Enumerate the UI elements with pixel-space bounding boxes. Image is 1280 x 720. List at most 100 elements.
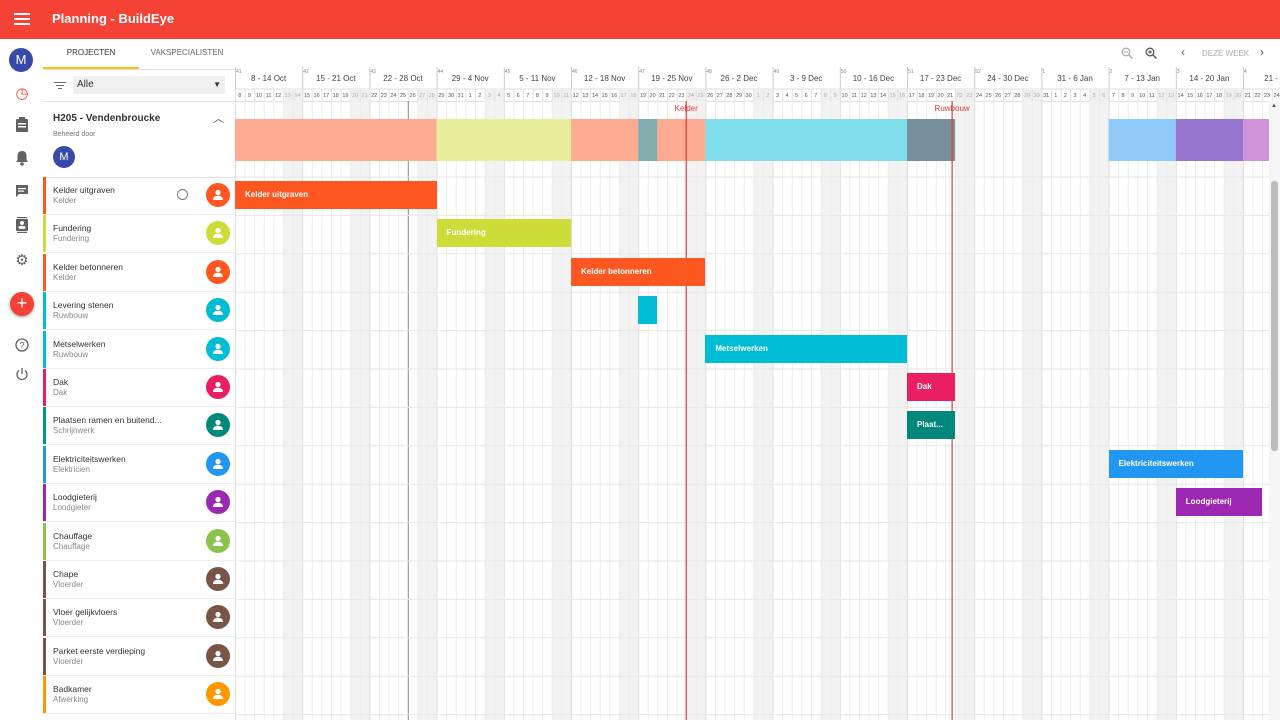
gantt-bar[interactable]: Kelder betonneren [571,257,706,286]
project-avatar[interactable]: M [53,146,75,168]
day-number: 25 [400,93,406,99]
zoom-out-icon[interactable] [1121,47,1134,62]
day-number: 27 [419,93,425,99]
add-button[interactable]: + [10,292,34,316]
assignee-avatar[interactable] [206,259,230,284]
day-number: 20 [938,93,944,99]
assignee-avatar[interactable] [206,298,230,323]
gantt-bar[interactable]: Loodgieterij [1175,488,1263,517]
filter-icon[interactable] [54,80,66,90]
task-category: Schrijnwerk [53,426,95,436]
phase-block [1243,119,1269,161]
gantt-bar[interactable] [638,296,658,325]
task-category: Vloerder [53,580,84,589]
task-row[interactable]: Loodgieterij Loodgieter [43,484,235,523]
day-number: 25 [698,93,704,99]
day-number: 29 [736,93,742,99]
day-number: 19 [1226,93,1232,99]
assignee-avatar[interactable] [206,682,230,707]
week-number: 42 [303,69,309,75]
contacts-icon[interactable] [11,217,33,239]
task-row[interactable]: Elektriciteitswerken Elektricien [43,445,235,484]
task-row[interactable]: Chauffage Chauffage [43,522,235,561]
chat-icon[interactable] [11,183,33,205]
task-name: Chape [53,569,79,579]
task-name: Vloer gelijkvloers [53,607,118,618]
zoom-in-icon[interactable] [1145,47,1158,62]
assignee-avatar[interactable] [206,336,230,361]
assignee-avatar[interactable] [206,643,230,668]
task-category: Vloerder [53,656,84,666]
task-category: Chauffage [53,541,90,551]
vertical-scrollbar[interactable]: ▲ [1269,101,1280,720]
user-avatar[interactable]: M [9,48,33,72]
day-number: 9 [545,93,548,99]
task-row[interactable]: Fundering Fundering [43,215,235,254]
assignee-avatar[interactable] [206,528,230,553]
task-category: Dak [53,388,68,397]
task-row[interactable]: Kelder betonneren Kelder [43,253,235,292]
chevron-right-icon[interactable]: › [1260,45,1264,59]
bell-icon[interactable] [11,150,33,172]
scroll-thumb[interactable] [1271,181,1278,451]
gantt-bar[interactable]: Kelder uitgraven [235,181,437,209]
svg-text:?: ? [19,341,24,351]
gantt-bar[interactable]: Dak [907,373,955,401]
week-label: 19 - 25 Nov [651,74,692,83]
week-label: 15 - 21 Oct [316,74,356,83]
assignee-avatar[interactable] [206,490,230,515]
task-color-bar [43,407,46,445]
day-number: 5 [795,93,798,99]
assignee-avatar[interactable] [206,183,230,207]
assignee-avatar[interactable] [206,221,230,246]
menu-icon[interactable] [14,10,30,28]
day-number: 26 [995,93,1001,99]
task-row[interactable]: Badkamer Afwerking [43,676,235,715]
gantt-bar[interactable]: Fundering [436,219,571,248]
tab-vakspecialisten[interactable]: VAKSPECIALISTEN [150,48,224,57]
task-row[interactable]: Levering stenen Ruwbouw [43,292,235,331]
tab-projecten[interactable]: PROJECTEN [43,39,139,69]
day-number: 28 [429,93,435,99]
task-row[interactable]: Chape Vloerder [43,561,235,599]
gantt-bar[interactable]: Metselwerken [705,334,907,363]
day-number: 8 [536,93,539,99]
task-row[interactable]: Vloer gelijkvloers Vloerder [43,599,235,638]
week-number: 1 [1042,69,1045,75]
assignee-avatar[interactable] [206,567,230,591]
today-button[interactable]: DEZE WEEK [1202,49,1250,58]
day-number: 28 [726,93,732,99]
task-row[interactable]: Dak Dak [43,369,235,407]
week-label: 14 - 20 Jan [1189,74,1229,83]
scroll-up-icon[interactable]: ▲ [1271,103,1277,109]
chevron-left-icon[interactable]: ‹ [1181,45,1185,59]
clipboard-icon[interactable] [11,117,33,139]
task-row[interactable]: Metselwerken Ruwbouw [43,330,235,369]
day-number: 23 [381,93,387,99]
assignee-avatar[interactable] [206,413,230,438]
clock-icon[interactable]: ◷ [15,85,29,102]
progress-icon[interactable] [177,189,188,200]
week-number: 4 [1244,69,1247,75]
task-category: Vloerder [53,618,84,628]
task-name: Fundering [53,223,92,234]
task-color-bar [43,676,46,714]
assignee-avatar[interactable] [206,605,230,630]
task-row[interactable]: Plaatsen ramen en buitend... Schrijnwerk [43,407,235,446]
week-label: 22 - 28 Oct [383,74,423,83]
chevron-up-icon[interactable]: ︿ [213,113,224,125]
day-number: 2 [1064,93,1067,99]
gantt-bar[interactable]: Plaat... [907,411,955,440]
task-row[interactable]: Parket eerste verdieping Vloerder [43,637,235,676]
task-row[interactable]: Kelder uitgraven Kelder [43,177,235,215]
day-number: 11 [1149,93,1155,99]
day-number: 24 [390,93,396,99]
assignee-avatar[interactable] [206,451,230,476]
assignee-avatar[interactable] [206,375,230,399]
help-icon[interactable]: ? [11,337,33,359]
day-number: 6 [805,93,808,99]
gear-icon[interactable]: ⚙ [15,252,29,269]
gantt-bar[interactable]: Elektriciteitswerken [1108,449,1243,478]
power-icon[interactable] [11,366,33,388]
filter-select[interactable]: Alle ▼ [73,76,225,94]
